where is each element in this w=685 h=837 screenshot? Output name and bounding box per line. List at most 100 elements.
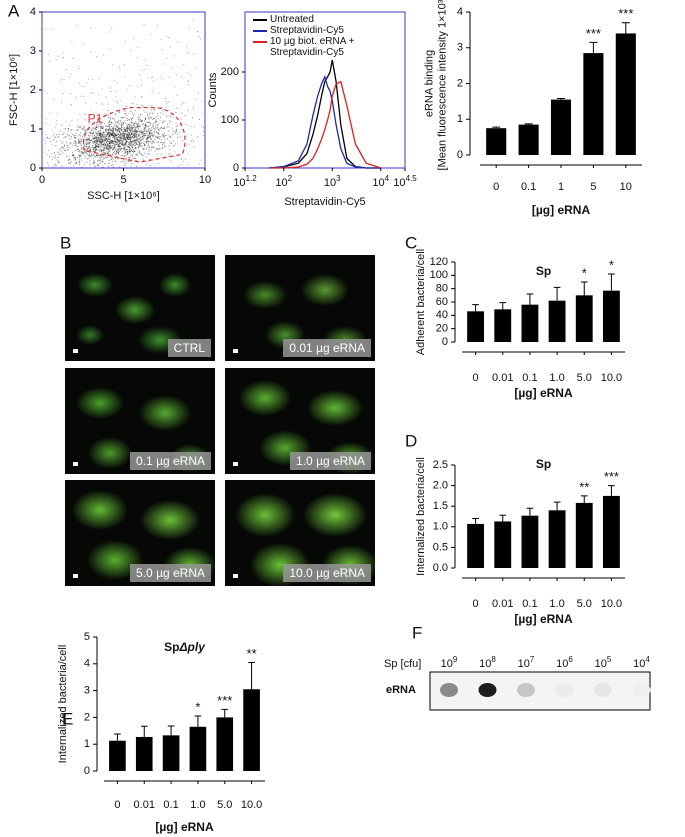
cloud-dot: [125, 127, 127, 129]
cloud-dot: [100, 154, 102, 156]
blot-dot: [632, 683, 651, 697]
cloud-dot: [121, 128, 123, 130]
cloud-dot: [160, 139, 162, 141]
cloud-dot: [91, 153, 93, 155]
cloud-dot: [138, 139, 140, 141]
cloud-dot: [131, 102, 133, 104]
y-tick-label: 4: [30, 6, 36, 18]
cloud-dot: [131, 146, 133, 148]
cloud-dot: [69, 76, 71, 78]
cloud-dot: [75, 159, 77, 161]
cloud-dot: [137, 46, 139, 48]
cloud-dot: [127, 132, 129, 134]
cloud-dot: [96, 133, 98, 135]
cloud-dot: [152, 141, 154, 143]
cloud-dot: [127, 126, 129, 128]
cloud-dot: [170, 142, 172, 144]
series-line: [269, 74, 381, 169]
cloud-dot: [121, 151, 123, 153]
cloud-dot: [195, 98, 197, 100]
cloud-dot: [119, 147, 121, 149]
cloud-dot: [164, 138, 166, 140]
cloud-dot: [102, 103, 104, 105]
cloud-dot: [115, 121, 117, 123]
cloud-dot: [119, 139, 121, 141]
cloud-dot: [62, 141, 64, 143]
cloud-dot: [90, 109, 92, 111]
cloud-dot: [154, 141, 156, 143]
cloud-dot: [151, 89, 153, 91]
cloud-dot: [158, 123, 160, 125]
cloud-dot: [94, 141, 96, 143]
bar: [494, 521, 512, 568]
cloud-dot: [105, 153, 107, 155]
cloud-dot: [101, 149, 103, 151]
cloud-dot: [111, 133, 113, 135]
cloud-dot: [64, 145, 66, 147]
cloud-dot: [149, 153, 151, 155]
cloud-dot: [127, 127, 129, 129]
cloud-dot: [86, 138, 88, 140]
cloud-dot: [183, 103, 185, 105]
cloud-dot: [129, 137, 131, 139]
cloud-dot: [109, 118, 111, 120]
cloud-dot: [111, 165, 113, 167]
cloud-dot: [109, 129, 111, 131]
cloud-dot: [109, 142, 111, 144]
cloud-dot: [201, 125, 203, 127]
y-tick-label: 20: [436, 323, 448, 335]
cloud-dot: [79, 125, 81, 127]
cloud-dot: [50, 140, 52, 142]
cloud-dot: [163, 134, 165, 136]
cloud-dot: [147, 137, 149, 139]
cloud-dot: [94, 137, 96, 139]
cloud-dot: [80, 85, 82, 87]
cloud-dot: [73, 134, 75, 136]
cloud-dot: [131, 129, 133, 131]
cloud-dot: [95, 135, 97, 137]
cloud-dot: [51, 28, 53, 30]
cloud-dot: [118, 140, 120, 142]
cloud-dot: [97, 164, 99, 166]
cloud-dot: [142, 148, 144, 150]
cloud-dot: [92, 79, 94, 81]
cloud-dot: [114, 135, 116, 137]
cloud-dot: [129, 133, 131, 135]
cloud-dot: [157, 137, 159, 139]
cloud-dot: [171, 120, 173, 122]
cloud-dot: [88, 154, 90, 156]
cloud-dot: [114, 127, 116, 129]
cloud-dot: [128, 135, 130, 137]
cloud-dot: [196, 31, 198, 33]
cloud-dot: [78, 155, 80, 157]
cloud-dot: [93, 140, 95, 142]
cloud-dot: [99, 148, 101, 150]
cloud-dot: [120, 133, 122, 135]
cloud-dot: [95, 124, 97, 126]
cloud-dot: [190, 126, 192, 128]
cloud-dot: [119, 166, 121, 168]
cloud-dot: [96, 142, 98, 144]
cloud-dot: [181, 76, 183, 78]
cloud-dot: [193, 105, 195, 107]
cloud-dot: [125, 105, 127, 107]
cloud-dot: [148, 148, 150, 150]
cloud-dot: [176, 107, 178, 109]
cloud-dot: [131, 132, 133, 134]
cloud-dot: [94, 148, 96, 150]
cloud-dot: [177, 124, 179, 126]
cloud-dot: [70, 132, 72, 134]
cloud-dot: [123, 135, 125, 137]
cloud-dot: [133, 148, 135, 150]
cloud-dot: [149, 131, 151, 133]
cloud-dot: [128, 124, 130, 126]
cloud-dot: [141, 134, 143, 136]
cloud-dot: [127, 134, 129, 136]
x-tick-label: 5: [590, 181, 596, 193]
cloud-dot: [80, 154, 82, 156]
cloud-dot: [150, 139, 152, 141]
panel-label: A: [8, 1, 20, 20]
cloud-dot: [115, 157, 117, 159]
cloud-dot: [107, 148, 109, 150]
cloud-dot: [119, 146, 121, 148]
